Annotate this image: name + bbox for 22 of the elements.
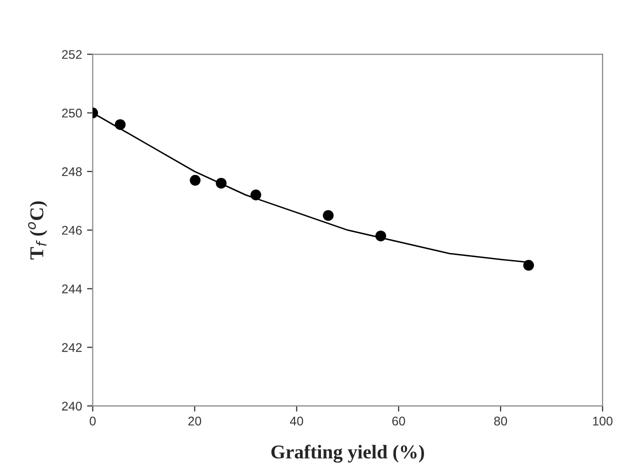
point xyxy=(523,260,534,271)
point xyxy=(216,178,227,189)
x-tick-label: 80 xyxy=(494,416,508,426)
y-tick-label: 246 xyxy=(62,226,82,235)
point xyxy=(375,230,386,242)
y-tick-label: 252 xyxy=(62,50,82,59)
x-tick-label: 60 xyxy=(392,416,406,426)
y-tick-label: 248 xyxy=(62,167,82,176)
y-tick-label: 250 xyxy=(62,108,82,118)
y-tick-label: 244 xyxy=(62,284,82,294)
y-tick-label: 242 xyxy=(62,343,82,352)
point xyxy=(190,174,201,186)
x-tick-label: 100 xyxy=(593,416,612,426)
x-tick-label: 40 xyxy=(290,416,304,426)
y-tick-label: 240 xyxy=(62,402,82,411)
x-axis-title: Grafting yield (%) xyxy=(271,444,424,463)
point xyxy=(250,190,262,200)
point xyxy=(322,210,334,221)
point xyxy=(114,119,126,130)
x-tick-label: 20 xyxy=(188,416,202,426)
y-axis-title: T$_{f}$ ($^{o}$C) xyxy=(28,201,48,260)
x-tick-label: 0 xyxy=(90,416,96,426)
